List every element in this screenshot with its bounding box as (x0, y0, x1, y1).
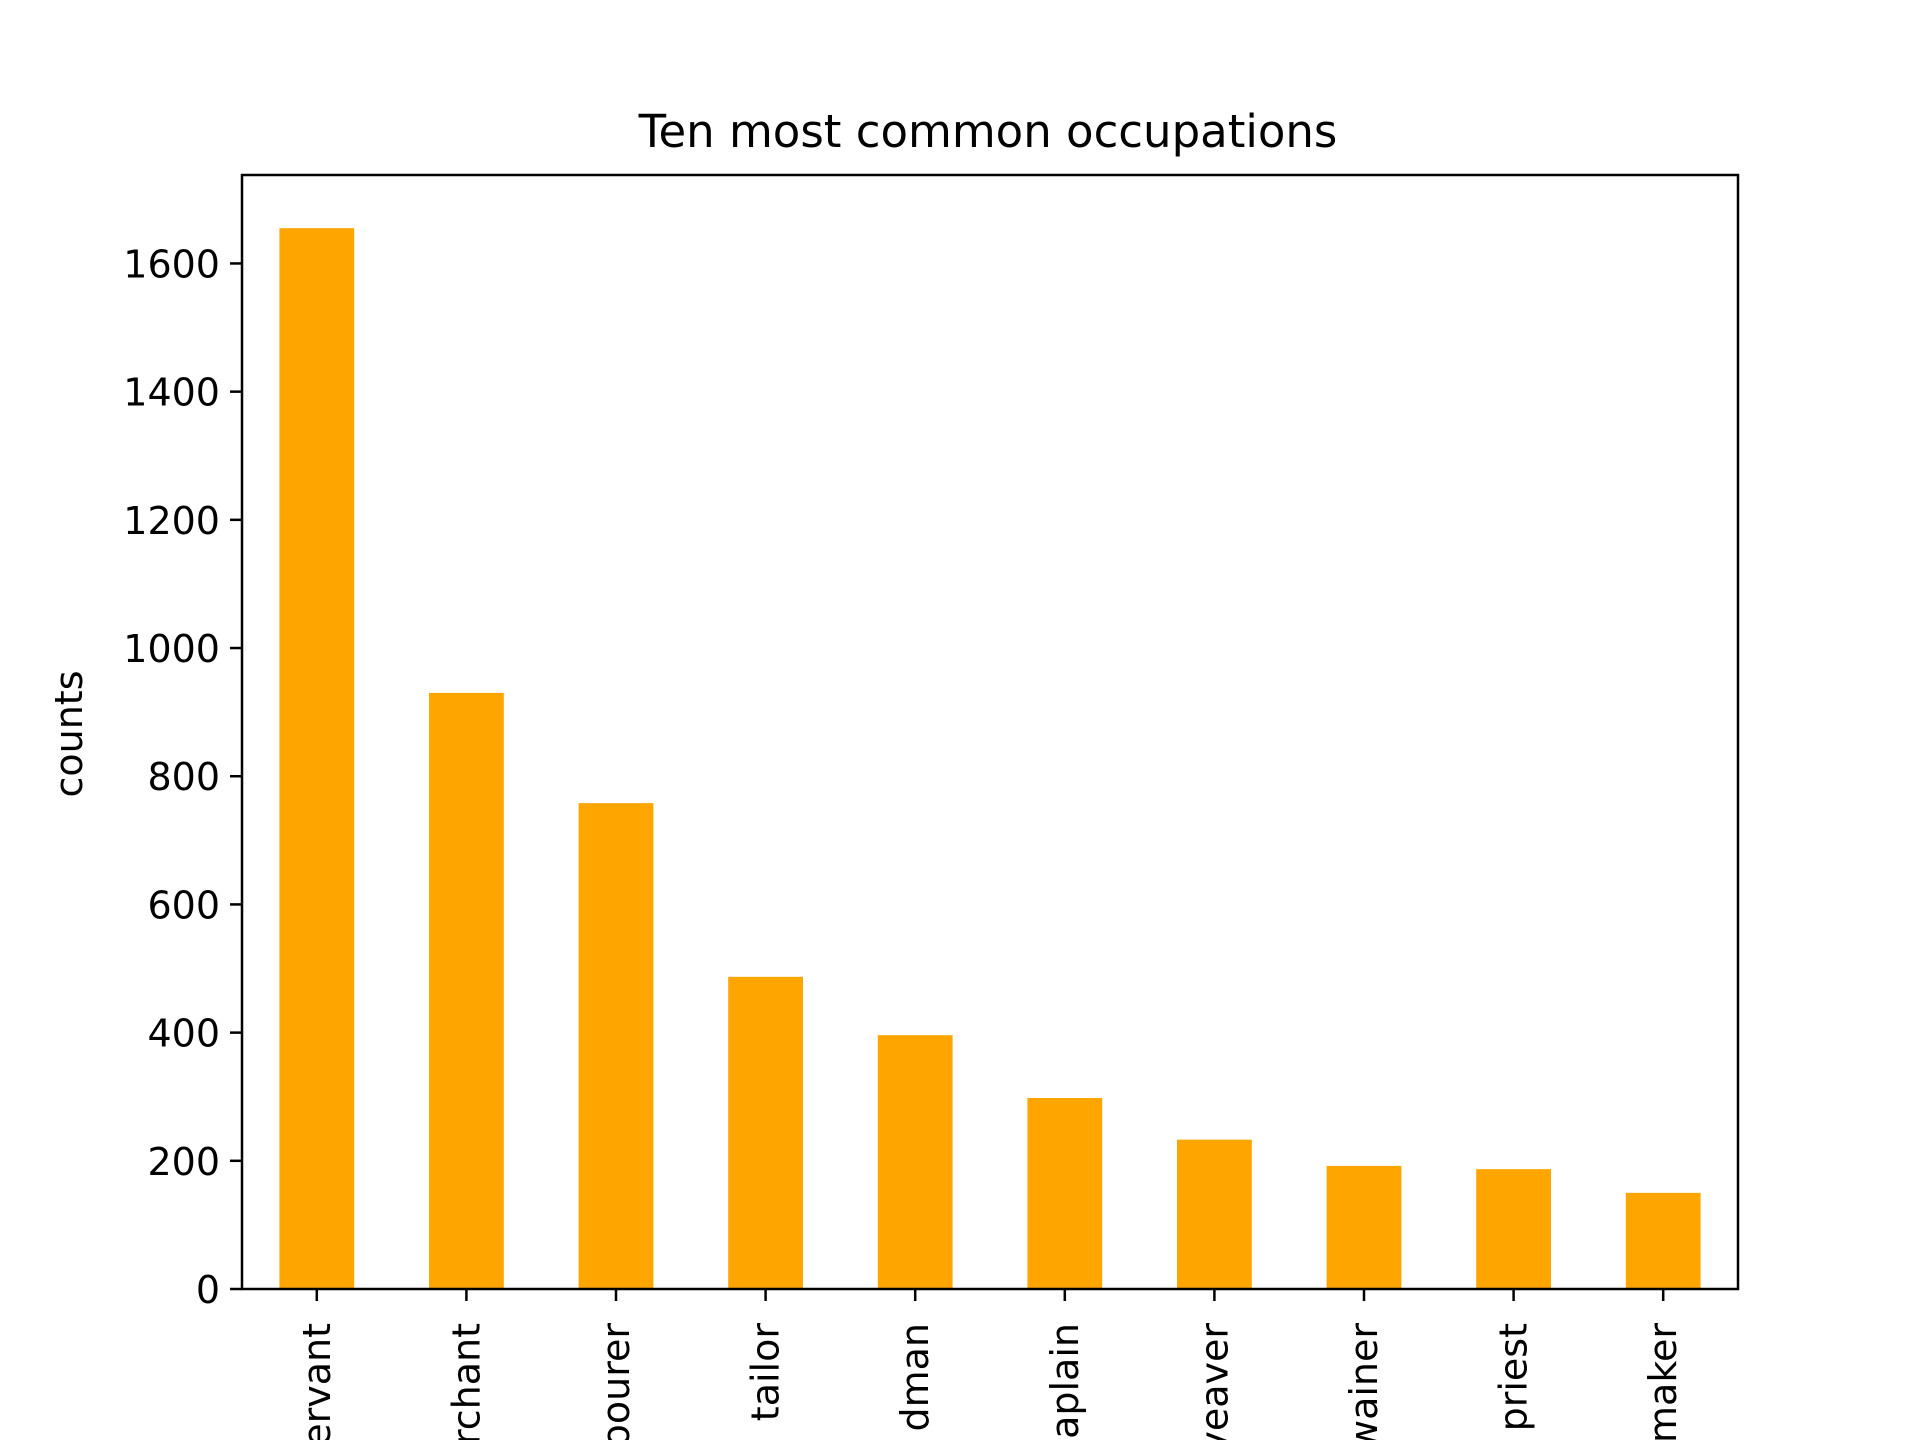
chart-title: Ten most common occupations (638, 105, 1338, 158)
bar-husbandman (877, 1035, 953, 1289)
x-tick-label-cordwainer: wainer (1342, 1323, 1386, 1440)
bar-cordwainer (1326, 1165, 1402, 1289)
plot-frame (240, 173, 1740, 1291)
bar-labourer (578, 803, 654, 1289)
bars-layer (279, 228, 1701, 1290)
y-tick-label-200: 200 (147, 1140, 220, 1184)
x-tick-label-chaplain: aplain (1043, 1323, 1087, 1439)
x-tick-label-priest: priest (1492, 1323, 1536, 1431)
y-tick-label-1600: 1600 (123, 242, 220, 286)
y-axis-label: counts (47, 670, 91, 797)
x-tick-label-weaver: veaver (1192, 1323, 1236, 1440)
y-tick-label-600: 600 (147, 883, 220, 927)
y-tick-label-1400: 1400 (123, 371, 220, 415)
bar-tailor (728, 976, 803, 1289)
axes-layer: 0 200 400 600 800 1000 1200 1400 1600 ervant rchan… (123, 173, 1740, 1440)
x-tick-label-merchant: rchant (444, 1323, 488, 1440)
x-tick-label-husbandman: dman (893, 1323, 937, 1432)
bar-shoemaker (1625, 1192, 1701, 1289)
bar-merchant (429, 692, 504, 1289)
y-tick-label-1200: 1200 (123, 499, 220, 543)
y-tick-label-1000: 1000 (123, 627, 220, 671)
x-tick-label-shoemaker: maker (1641, 1323, 1685, 1440)
y-tick-label-800: 800 (147, 755, 220, 799)
x-tick-label-tailor: tailor (744, 1323, 788, 1422)
y-tick-label-0: 0 (196, 1268, 220, 1312)
bar-weaver (1177, 1139, 1252, 1289)
y-tick-label-400: 400 (147, 1012, 220, 1056)
bar-chaplain (1027, 1097, 1103, 1289)
bar-servant (279, 228, 355, 1290)
x-tick-labels: ervant rchant oourer tailor dman aplain veaver… (295, 1323, 1685, 1440)
bar-priest (1476, 1169, 1551, 1289)
x-tick-label-servant: ervant (295, 1323, 339, 1440)
x-tick-label-labourer: oourer (594, 1323, 638, 1440)
